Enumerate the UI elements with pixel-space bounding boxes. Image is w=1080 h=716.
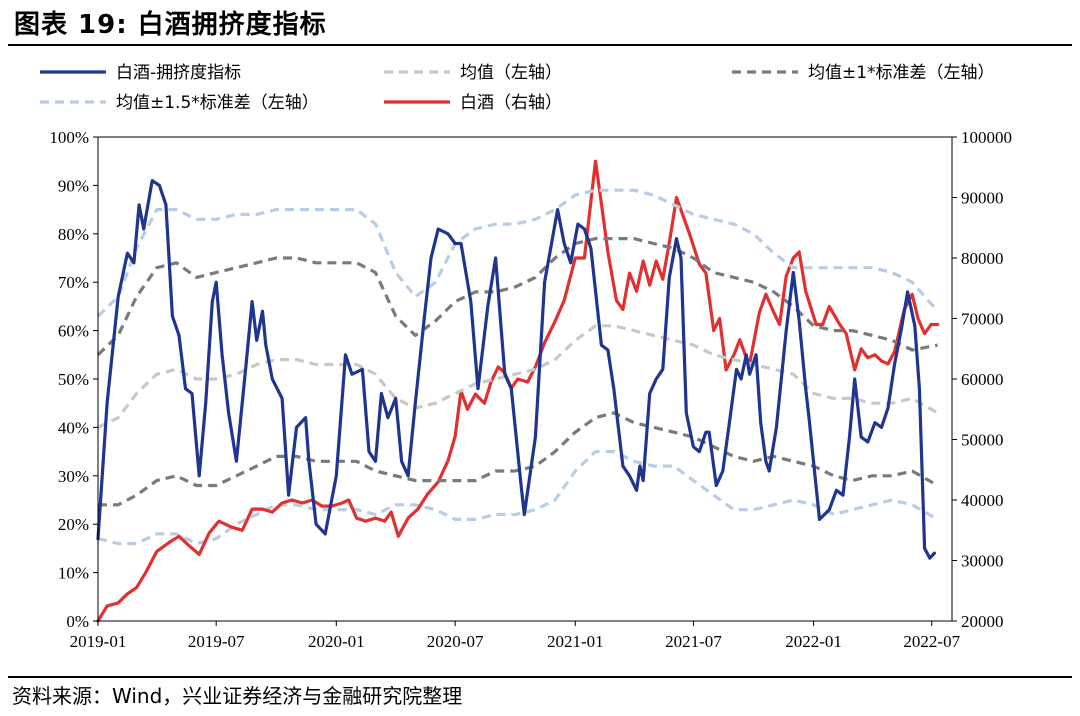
y-left-tick-label: 70% bbox=[58, 273, 89, 292]
legend-item-liquor: 白酒（右轴） bbox=[384, 93, 562, 113]
mean-line bbox=[97, 324, 939, 429]
y-left-tick-label: 90% bbox=[58, 176, 89, 195]
x-tick-label: 2020-01 bbox=[308, 632, 365, 651]
legend-item-sd15: 均值±1.5*标准差（左轴） bbox=[40, 93, 319, 113]
sd15-band-lower-line bbox=[97, 450, 939, 546]
y-right-tick-label: 20000 bbox=[961, 612, 1004, 631]
title-rule bbox=[8, 44, 1072, 46]
x-tick-label: 2022-07 bbox=[903, 632, 960, 651]
y-right-tick-label: 80000 bbox=[961, 249, 1004, 268]
chart-canvas: 白酒-拥挤度指标 均值（左轴） 均值±1*标准差（左轴） 白酒（右轴） 均值±1.5*标… bbox=[40, 63, 1012, 651]
y-left-tick-label: 20% bbox=[58, 515, 89, 534]
x-tick-label: 2021-01 bbox=[547, 632, 604, 651]
y-right-tick-label: 60000 bbox=[961, 370, 1004, 389]
legend-item-sd1: 均值±1*标准差（左轴） bbox=[732, 63, 995, 83]
bottom-rule bbox=[8, 676, 1072, 678]
crowding-index-line bbox=[96, 179, 936, 560]
y-right-tick-label: 30000 bbox=[961, 552, 1004, 571]
y-right-tick-label: 90000 bbox=[961, 189, 1004, 208]
legend: 白酒-拥挤度指标 均值（左轴） 均值±1*标准差（左轴） 白酒（右轴） 均值±1.5*标… bbox=[40, 63, 995, 113]
y-right-tick-label: 50000 bbox=[961, 431, 1004, 450]
legend-item-index: 白酒-拥挤度指标 bbox=[40, 63, 241, 83]
sd1-band-upper-line bbox=[96, 237, 938, 356]
y-left-tick-label: 50% bbox=[58, 370, 89, 389]
sd1-band-lower-line bbox=[98, 411, 939, 507]
legend-label-index: 白酒-拥挤度指标 bbox=[116, 63, 241, 83]
y-left-tick-label: 40% bbox=[58, 418, 89, 437]
x-tick-label: 2022-01 bbox=[785, 632, 842, 651]
source-note: 资料来源：Wind，兴业证券经济与金融研究院整理 bbox=[12, 684, 463, 708]
x-tick-label: 2019-01 bbox=[70, 632, 127, 651]
y-left-tick-label: 100% bbox=[49, 128, 89, 147]
plot-area bbox=[96, 159, 940, 623]
sd15-band-upper-line bbox=[96, 188, 939, 318]
legend-label-sd15: 均值±1.5*标准差（左轴） bbox=[116, 93, 319, 113]
x-tick-label: 2021-07 bbox=[665, 632, 722, 651]
y-left-tick-label: 80% bbox=[58, 225, 89, 244]
figure-title: 图表 19: 白酒拥挤度指标 bbox=[14, 10, 327, 40]
axes: 0% 10% 20% 30% 40% 50% 60% 70% 80% 90% 100% 20000 30… bbox=[49, 128, 1012, 651]
y-left-tick-label: 60% bbox=[58, 322, 89, 341]
y-right-tick-label: 40000 bbox=[961, 491, 1004, 510]
legend-label-mean: 均值（左轴） bbox=[460, 63, 562, 83]
y-left-tick-label: 30% bbox=[58, 467, 89, 486]
liquor-index-line bbox=[96, 159, 940, 623]
legend-label-sd1: 均值±1*标准差（左轴） bbox=[808, 63, 995, 83]
y-right-tick-label: 100000 bbox=[961, 128, 1012, 147]
legend-label-liquor: 白酒（右轴） bbox=[460, 93, 562, 113]
y-right-tick-label: 70000 bbox=[961, 310, 1004, 329]
y-left-tick-label: 10% bbox=[58, 564, 89, 583]
legend-item-mean: 均值（左轴） bbox=[384, 63, 562, 83]
x-tick-label: 2020-07 bbox=[427, 632, 484, 651]
x-tick-label: 2019-07 bbox=[188, 632, 245, 651]
y-left-tick-label: 0% bbox=[66, 612, 89, 631]
